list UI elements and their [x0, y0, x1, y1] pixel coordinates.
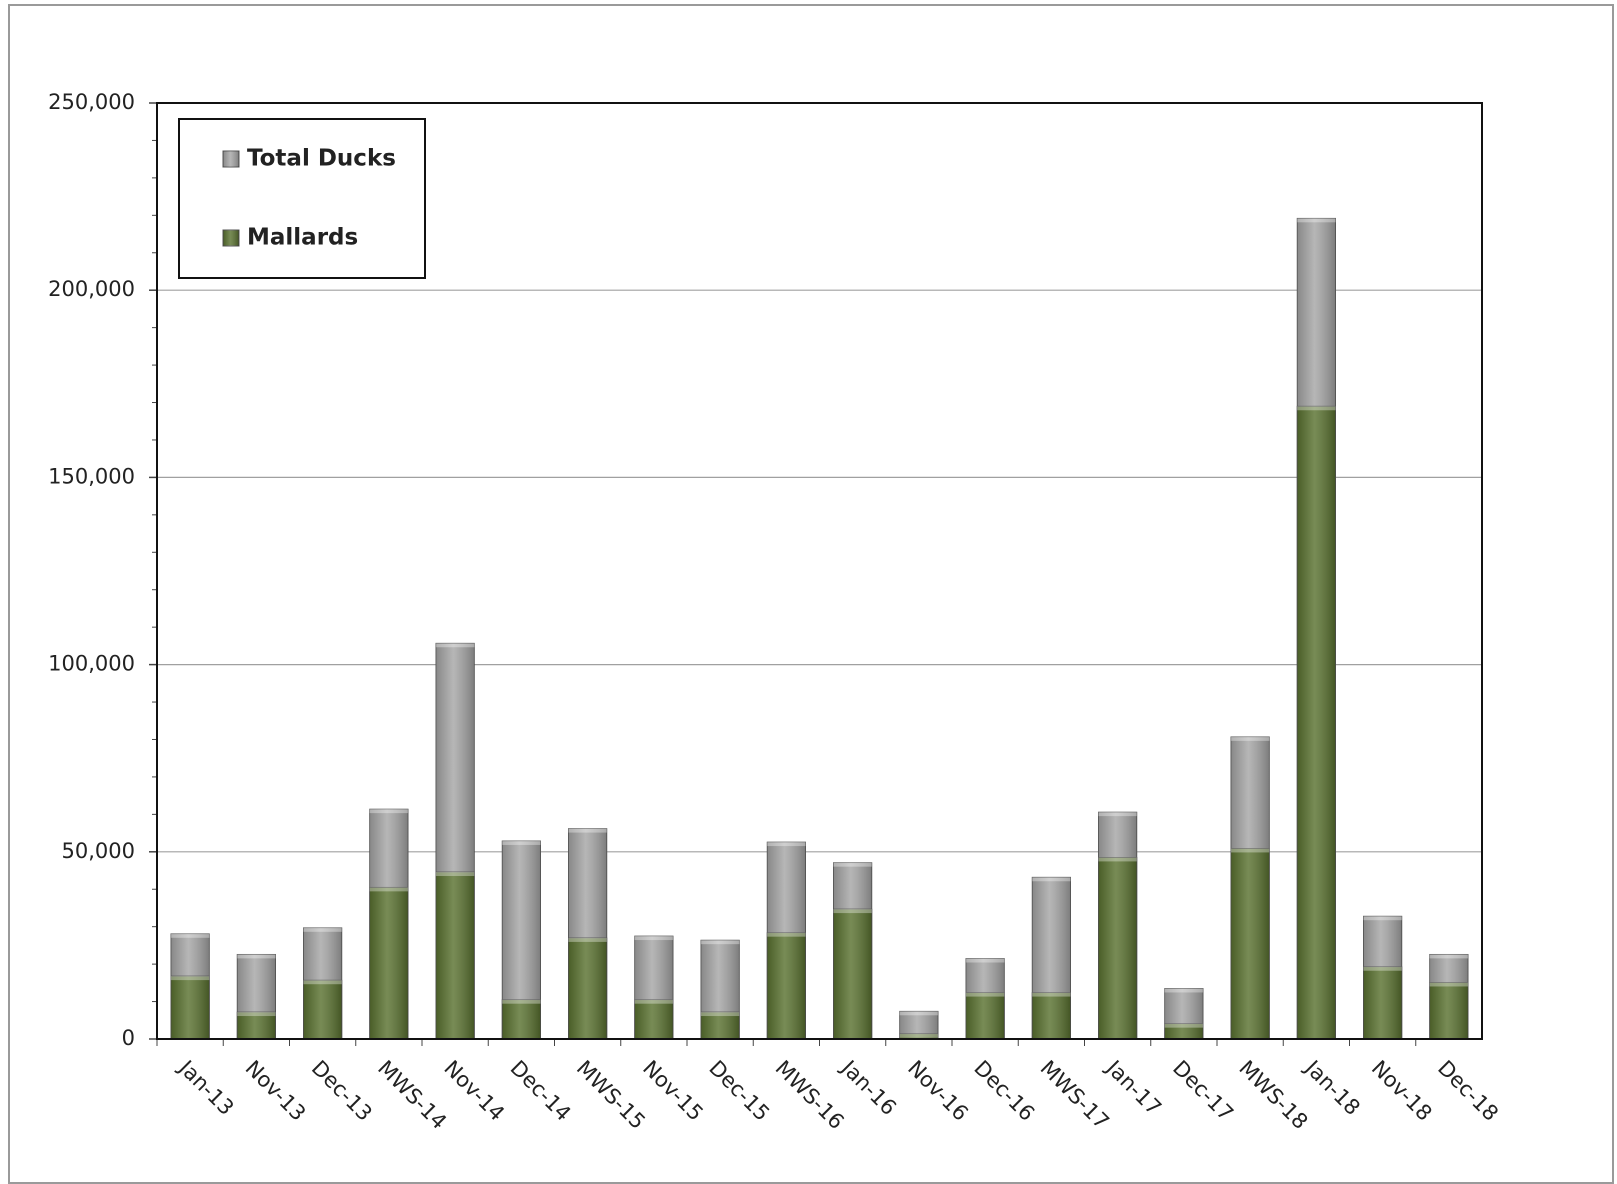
- bar-cap: [965, 958, 1005, 963]
- x-tick-label: Jan-18: [1299, 1054, 1365, 1120]
- bar-cap: [700, 1012, 740, 1017]
- x-tick-label: Nov-16: [903, 1056, 973, 1126]
- bar-shade: [369, 887, 409, 1039]
- bar-cap: [1032, 877, 1071, 882]
- bar-cap: [1164, 1023, 1204, 1028]
- bar-cap: [237, 1012, 276, 1017]
- bar-cap: [1098, 857, 1137, 862]
- bar-cap: [369, 887, 409, 892]
- x-tick-label: Jan-17: [1100, 1054, 1166, 1120]
- legend-swatch-shade: [223, 230, 239, 246]
- bar-shade: [700, 1012, 740, 1039]
- bar-shade: [435, 872, 475, 1039]
- bar-cap: [767, 842, 806, 847]
- x-tick-label: MWS-18: [1234, 1056, 1312, 1134]
- bar-cap: [502, 999, 541, 1004]
- y-tick-label: 200,000: [48, 277, 135, 301]
- x-tick-label: Dec-17: [1168, 1056, 1238, 1126]
- bar-cap: [767, 932, 806, 937]
- y-tick-label: 0: [122, 1026, 135, 1050]
- bar-cap: [833, 862, 872, 867]
- bar-cap: [568, 937, 607, 942]
- bar-shade: [965, 992, 1005, 1039]
- x-tick-label: Dec-16: [969, 1056, 1039, 1126]
- bar-cap: [1032, 992, 1071, 997]
- y-tick-label: 100,000: [48, 652, 135, 676]
- bar-cap: [899, 1011, 939, 1016]
- bar-shade: [634, 999, 674, 1039]
- bar-cap: [170, 933, 210, 938]
- bar-cap: [369, 809, 409, 814]
- bar-cap: [435, 643, 475, 648]
- bar-shade: [303, 980, 342, 1039]
- bar-cap: [1230, 848, 1270, 853]
- bar-shade: [502, 999, 541, 1039]
- x-tick-label: MWS-14: [373, 1056, 451, 1134]
- bar-shade: [170, 976, 210, 1039]
- bar-cap: [237, 954, 276, 959]
- legend-label: Total Ducks: [247, 146, 396, 172]
- x-tick-label: Jan-13: [173, 1054, 239, 1120]
- bar-cap: [303, 980, 342, 985]
- legend-box: [178, 118, 426, 279]
- bar-shade: [237, 1012, 276, 1039]
- bar-cap: [899, 1033, 939, 1038]
- bar-cap: [1363, 916, 1402, 921]
- bar-cap: [1363, 966, 1402, 971]
- x-tick-label: Dec-14: [506, 1056, 576, 1126]
- bar-shade: [1032, 992, 1071, 1039]
- bar-cap: [1429, 954, 1469, 959]
- x-tick-label: Nov-13: [241, 1056, 311, 1126]
- legend: Total Ducks Mallards: [178, 118, 426, 279]
- bar-cap: [1297, 406, 1336, 411]
- bar-cap: [1230, 736, 1270, 741]
- bar-shade: [833, 909, 872, 1039]
- bar-shade: [1429, 982, 1469, 1039]
- bar-cap: [435, 872, 475, 877]
- bar-shade: [568, 937, 607, 1039]
- x-tick-label: Jan-16: [835, 1054, 901, 1120]
- x-tick-label: MWS-16: [771, 1056, 849, 1134]
- x-tick-label: Dec-15: [704, 1056, 774, 1126]
- bar-shade: [1230, 848, 1270, 1039]
- bar-shade: [767, 932, 806, 1039]
- y-tick-label: 250,000: [48, 90, 135, 114]
- plot-border: [156, 102, 1483, 1040]
- x-tick-label: MWS-17: [1036, 1056, 1114, 1134]
- bar-cap: [833, 909, 872, 914]
- bar-cap: [1429, 982, 1469, 987]
- bar-cap: [1098, 812, 1137, 817]
- bar-cap: [1164, 988, 1204, 993]
- legend-swatch-shade: [223, 151, 239, 167]
- bar-shade: [899, 1033, 939, 1039]
- x-tick-label: Nov-18: [1367, 1056, 1437, 1126]
- bar-cap: [634, 936, 674, 941]
- bar-shade: [1164, 1023, 1204, 1039]
- bar-cap: [568, 828, 607, 833]
- bar-shade: [1363, 966, 1402, 1039]
- bar-cap: [303, 927, 342, 932]
- bar-cap: [1297, 218, 1336, 223]
- x-tick-label: Dec-13: [307, 1056, 377, 1126]
- bar-shade: [1297, 406, 1336, 1039]
- y-tick-label: 150,000: [48, 464, 135, 488]
- bar-cap: [502, 840, 541, 845]
- bar-cap: [634, 999, 674, 1004]
- x-tick-label: MWS-15: [572, 1056, 650, 1134]
- x-tick-label: Dec-18: [1433, 1056, 1503, 1126]
- bar-shade: [1098, 857, 1137, 1039]
- bar-cap: [700, 940, 740, 945]
- bar-cap: [170, 976, 210, 981]
- bar-cap: [965, 992, 1005, 997]
- legend-label: Mallards: [247, 225, 358, 251]
- y-tick-label: 50,000: [62, 839, 135, 863]
